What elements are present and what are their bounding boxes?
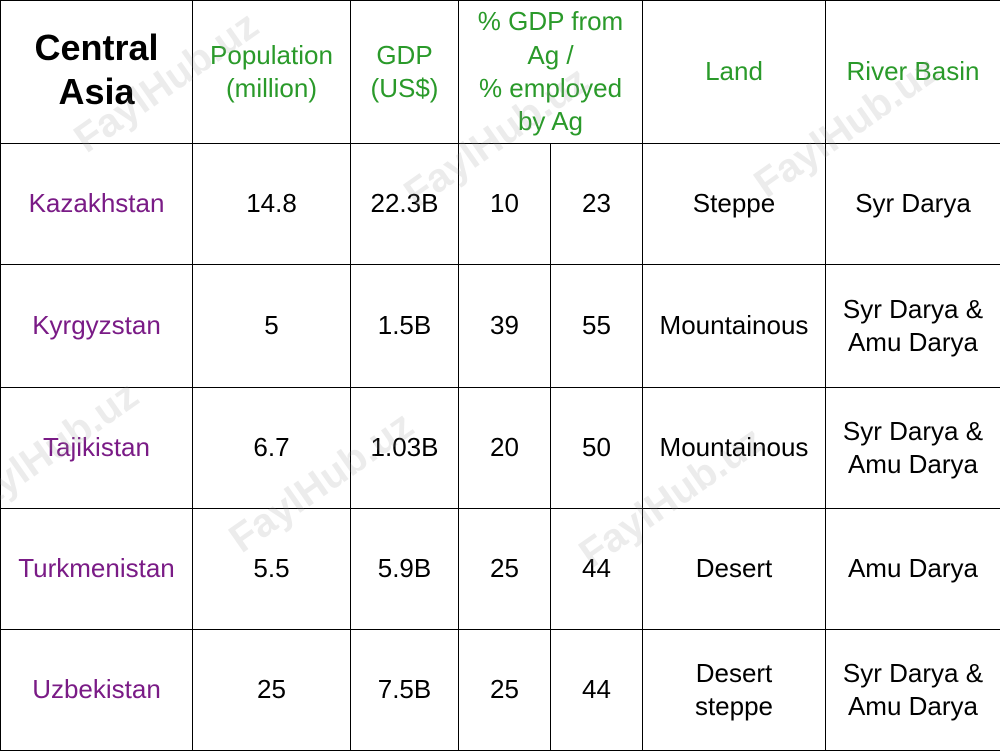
table-row: Turkmenistan 5.5 5.9B 25 44 Desert Amu D… bbox=[1, 509, 1000, 630]
header-population: Population (million) bbox=[193, 1, 351, 144]
gdp-cell: 7.5B bbox=[351, 630, 459, 751]
land-cell: Steppe bbox=[643, 144, 826, 265]
river-cell: Amu Darya bbox=[826, 509, 1000, 630]
land-cell: Mountainous bbox=[643, 388, 826, 509]
employed-ag-cell: 44 bbox=[551, 509, 643, 630]
employed-ag-cell: 55 bbox=[551, 265, 643, 388]
country-cell: Turkmenistan bbox=[1, 509, 193, 630]
header-ag-share: % GDP from Ag / % employed by Ag bbox=[459, 1, 643, 144]
gdp-ag-cell: 39 bbox=[459, 265, 551, 388]
employed-ag-cell: 44 bbox=[551, 630, 643, 751]
country-cell: Kazakhstan bbox=[1, 144, 193, 265]
river-cell: Syr Darya & Amu Darya bbox=[826, 388, 1000, 509]
population-cell: 25 bbox=[193, 630, 351, 751]
gdp-cell: 5.9B bbox=[351, 509, 459, 630]
employed-ag-cell: 50 bbox=[551, 388, 643, 509]
table-row: Kazakhstan 14.8 22.3B 10 23 Steppe Syr D… bbox=[1, 144, 1000, 265]
population-cell: 5 bbox=[193, 265, 351, 388]
gdp-ag-cell: 25 bbox=[459, 509, 551, 630]
table-row: Uzbekistan 25 7.5B 25 44 Desert steppe S… bbox=[1, 630, 1000, 751]
gdp-ag-cell: 10 bbox=[459, 144, 551, 265]
population-cell: 5.5 bbox=[193, 509, 351, 630]
population-cell: 14.8 bbox=[193, 144, 351, 265]
header-gdp: GDP (US$) bbox=[351, 1, 459, 144]
land-cell: Desert bbox=[643, 509, 826, 630]
country-cell: Uzbekistan bbox=[1, 630, 193, 751]
table-title: Central Asia bbox=[1, 1, 193, 144]
land-cell: Desert steppe bbox=[643, 630, 826, 751]
header-land: Land bbox=[643, 1, 826, 144]
river-cell: Syr Darya & Amu Darya bbox=[826, 630, 1000, 751]
table-row: Kyrgyzstan 5 1.5B 39 55 Mountainous Syr … bbox=[1, 265, 1000, 388]
population-cell: 6.7 bbox=[193, 388, 351, 509]
gdp-ag-cell: 25 bbox=[459, 630, 551, 751]
river-cell: Syr Darya bbox=[826, 144, 1000, 265]
table-row: Tajikistan 6.7 1.03B 20 50 Mountainous S… bbox=[1, 388, 1000, 509]
land-cell: Mountainous bbox=[643, 265, 826, 388]
country-cell: Kyrgyzstan bbox=[1, 265, 193, 388]
header-river-basin: River Basin bbox=[826, 1, 1000, 144]
river-cell: Syr Darya & Amu Darya bbox=[826, 265, 1000, 388]
gdp-ag-cell: 20 bbox=[459, 388, 551, 509]
gdp-cell: 1.5B bbox=[351, 265, 459, 388]
header-row: Central Asia Population (million) GDP (U… bbox=[1, 1, 1000, 144]
employed-ag-cell: 23 bbox=[551, 144, 643, 265]
gdp-cell: 1.03B bbox=[351, 388, 459, 509]
gdp-cell: 22.3B bbox=[351, 144, 459, 265]
country-cell: Tajikistan bbox=[1, 388, 193, 509]
